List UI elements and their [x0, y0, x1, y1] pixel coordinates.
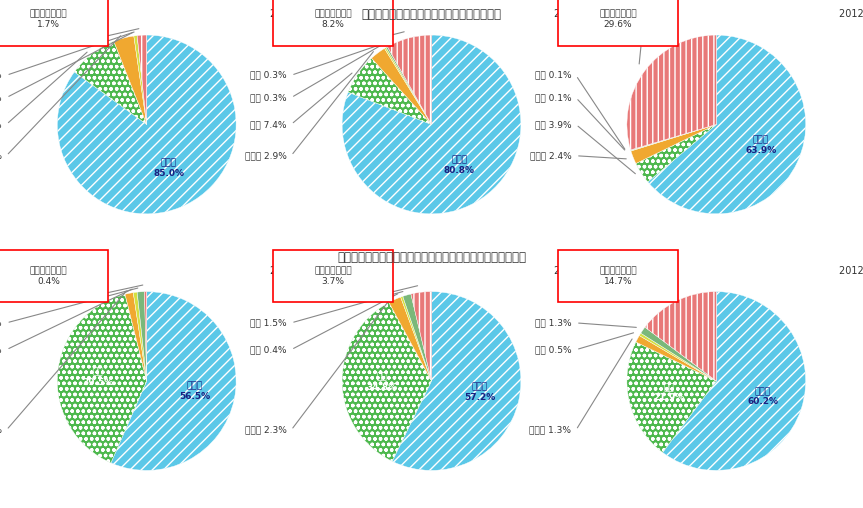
Text: 書籍 1.3%: 書籍 1.3% — [535, 319, 571, 327]
Wedge shape — [144, 292, 147, 381]
Wedge shape — [111, 292, 236, 470]
FancyBboxPatch shape — [558, 0, 677, 46]
Text: 2012 年: 2012 年 — [839, 265, 863, 275]
Text: 雑誌 0.4%: 雑誌 0.4% — [250, 345, 287, 354]
Wedge shape — [387, 35, 432, 124]
Text: 【いち早く世の中のできごとや動きを知る】: 【いち早く世の中のできごとや動きを知る】 — [362, 8, 501, 21]
Text: インターネット
3.7%: インターネット 3.7% — [314, 266, 352, 285]
Wedge shape — [400, 296, 432, 381]
FancyBboxPatch shape — [274, 249, 393, 302]
Text: ラジオ 3.7%: ラジオ 3.7% — [0, 151, 2, 160]
Wedge shape — [403, 294, 432, 381]
Text: 新聞 3.9%: 新聞 3.9% — [535, 120, 571, 129]
FancyBboxPatch shape — [0, 249, 108, 302]
Text: 新聞
34.8%: 新聞 34.8% — [367, 372, 398, 392]
Wedge shape — [648, 35, 806, 214]
Wedge shape — [134, 36, 147, 124]
Wedge shape — [636, 336, 716, 381]
Text: インターネット
14.7%: インターネット 14.7% — [599, 266, 637, 285]
Text: 雑誌 0.6%: 雑誌 0.6% — [0, 93, 2, 102]
Wedge shape — [114, 36, 147, 124]
Wedge shape — [342, 302, 432, 461]
Text: 2005 年: 2005 年 — [554, 8, 589, 18]
FancyBboxPatch shape — [0, 0, 108, 46]
Text: 2012 年: 2012 年 — [839, 8, 863, 18]
Wedge shape — [392, 292, 521, 470]
Wedge shape — [640, 327, 716, 381]
Text: 2000 年: 2000 年 — [269, 265, 303, 275]
Wedge shape — [57, 35, 236, 214]
Text: インターネット
8.2%: インターネット 8.2% — [314, 10, 352, 29]
Wedge shape — [342, 35, 521, 214]
Wedge shape — [137, 36, 147, 124]
Text: 2000 年: 2000 年 — [269, 8, 303, 18]
Text: ラジオ 2.4%: ラジオ 2.4% — [530, 151, 571, 160]
Text: 新聞 7.4%: 新聞 7.4% — [250, 120, 287, 129]
Wedge shape — [639, 333, 716, 381]
Text: ラジオ 1.3%: ラジオ 1.3% — [529, 426, 571, 435]
Wedge shape — [627, 342, 716, 453]
Text: テレビ
60.2%: テレビ 60.2% — [747, 387, 778, 406]
Text: 書籍 0.3%: 書籍 0.3% — [250, 71, 287, 80]
Text: テレビ
57.2%: テレビ 57.2% — [463, 383, 495, 402]
Wedge shape — [627, 35, 716, 150]
Text: インターネット
0.4%: インターネット 0.4% — [29, 266, 67, 285]
Text: 書籍 0.0%: 書籍 0.0% — [0, 71, 2, 80]
Text: 雑誌 0.3%: 雑誌 0.3% — [250, 93, 287, 102]
Wedge shape — [57, 294, 147, 463]
Text: 2005 年: 2005 年 — [554, 265, 589, 275]
Text: インターネット
1.7%: インターネット 1.7% — [29, 10, 67, 29]
Wedge shape — [74, 41, 147, 124]
Wedge shape — [386, 47, 432, 124]
Text: テレビ
80.8%: テレビ 80.8% — [444, 155, 475, 175]
Text: 書籍 1.3%: 書籍 1.3% — [0, 319, 2, 327]
Text: 新聞
21.9%: 新聞 21.9% — [653, 383, 684, 402]
Wedge shape — [137, 35, 147, 124]
Wedge shape — [137, 292, 147, 381]
Wedge shape — [371, 48, 432, 124]
Text: テレビ
85.0%: テレビ 85.0% — [154, 158, 185, 178]
Text: 書籍 1.5%: 書籍 1.5% — [250, 319, 287, 327]
Wedge shape — [631, 124, 716, 164]
Text: 雑誌 0.1%: 雑誌 0.1% — [535, 93, 571, 102]
Text: テレビ
63.9%: テレビ 63.9% — [746, 136, 777, 155]
Wedge shape — [631, 124, 716, 151]
Text: 雑誌 0.7%: 雑誌 0.7% — [0, 345, 2, 354]
Wedge shape — [631, 124, 716, 150]
Wedge shape — [385, 48, 432, 124]
FancyBboxPatch shape — [274, 0, 393, 46]
Text: ラジオ 2.9%: ラジオ 2.9% — [245, 151, 287, 160]
Text: 新聞
39.5%: 新聞 39.5% — [82, 367, 113, 387]
Text: 書籍 0.1%: 書籍 0.1% — [535, 71, 571, 80]
Text: テレビ
56.5%: テレビ 56.5% — [180, 382, 211, 401]
FancyBboxPatch shape — [558, 249, 677, 302]
Wedge shape — [348, 58, 432, 124]
Wedge shape — [636, 124, 716, 182]
Text: ラジオ 1.5%: ラジオ 1.5% — [0, 426, 2, 435]
Text: 【世の中のできごとや動きについて信頼できる情報を得る】: 【世の中のできごとや動きについて信頼できる情報を得る】 — [337, 251, 526, 265]
Wedge shape — [125, 293, 147, 381]
Wedge shape — [411, 292, 432, 381]
Text: インターネット
29.6%: インターネット 29.6% — [599, 10, 637, 29]
Wedge shape — [133, 292, 147, 381]
Text: 雑誌 0.5%: 雑誌 0.5% — [535, 345, 571, 354]
Text: 新聞 9.0%: 新聞 9.0% — [0, 120, 2, 129]
Text: ラジオ 2.3%: ラジオ 2.3% — [245, 426, 287, 435]
Wedge shape — [389, 297, 432, 381]
Wedge shape — [645, 292, 716, 381]
Wedge shape — [663, 292, 806, 470]
